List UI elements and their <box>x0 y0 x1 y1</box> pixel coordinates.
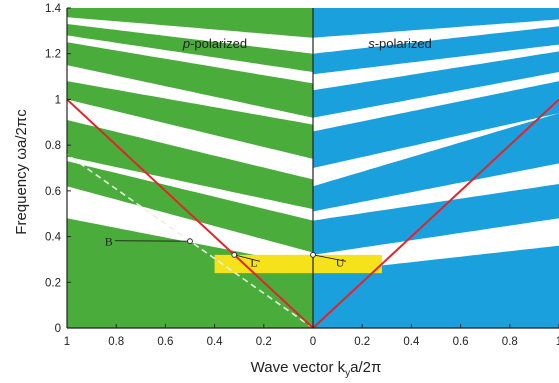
y-tick-label: 0.8 <box>45 140 61 152</box>
y-axis-label: Frequency ωa/2πc <box>13 109 30 235</box>
s-band-1 <box>313 184 559 255</box>
x-tick-label: 0.8 <box>502 336 518 348</box>
p-band-6 <box>67 8 313 38</box>
annotation-label-L: L <box>250 255 257 269</box>
x-tick-label: 0.6 <box>453 336 469 348</box>
x-tick-label: 0.4 <box>207 336 224 348</box>
p-band-3 <box>67 81 313 159</box>
annotation-label-B: B <box>105 235 113 249</box>
p-band-1 <box>67 161 313 253</box>
s-band-5 <box>313 26 559 75</box>
s-band-6 <box>313 8 559 38</box>
y-tick-label: 0.6 <box>45 186 61 198</box>
annotation-point-B <box>187 238 193 244</box>
p-band-4 <box>67 42 313 118</box>
y-tick-label: 0 <box>55 323 61 335</box>
annotation-label-U: U <box>336 255 345 269</box>
annotation-point-U <box>310 252 316 258</box>
band-regions <box>67 8 559 328</box>
x-tick-label: 0.2 <box>354 336 370 348</box>
s-band-2 <box>313 113 559 212</box>
omnidirectional-gap <box>214 254 382 274</box>
x-tick-label: 1 <box>64 336 70 348</box>
annotation-point-L <box>231 252 238 258</box>
axes: 10.80.60.40.200.20.40.60.8100.20.40.60.8… <box>45 3 559 348</box>
p-polarized-label: p-polarized <box>182 36 247 51</box>
x-tick-label: 1 <box>556 336 559 348</box>
s-band-3 <box>313 81 559 168</box>
x-tick-label: 0.2 <box>256 336 272 348</box>
y-tick-label: 0.2 <box>45 277 61 289</box>
annotation-leader-U <box>312 254 347 262</box>
annotations: B L U <box>105 235 347 269</box>
x-tick-label: 0.8 <box>108 336 124 348</box>
p-band-0 <box>67 218 313 328</box>
light-line-right <box>312 98 559 329</box>
x-tick-label: 0.6 <box>157 336 173 348</box>
x-tick-label: 0.4 <box>403 336 420 348</box>
s-polarized-label: s-polarized <box>368 36 432 51</box>
y-tick-label: 1.4 <box>45 3 62 15</box>
annotation-leader-L <box>234 254 261 262</box>
y-tick-label: 1 <box>55 94 61 106</box>
y-tick-label: 1.2 <box>45 49 61 61</box>
s-band-4 <box>313 51 559 118</box>
light-line-left <box>66 98 314 329</box>
p-band-2 <box>67 120 313 210</box>
s-band-0 <box>313 245 559 328</box>
p-band-5 <box>67 24 313 72</box>
y-tick-label: 0.4 <box>45 232 62 244</box>
x-axis-label: Wave vector kya/2π <box>251 359 382 379</box>
x-tick-label: 0 <box>310 336 316 348</box>
